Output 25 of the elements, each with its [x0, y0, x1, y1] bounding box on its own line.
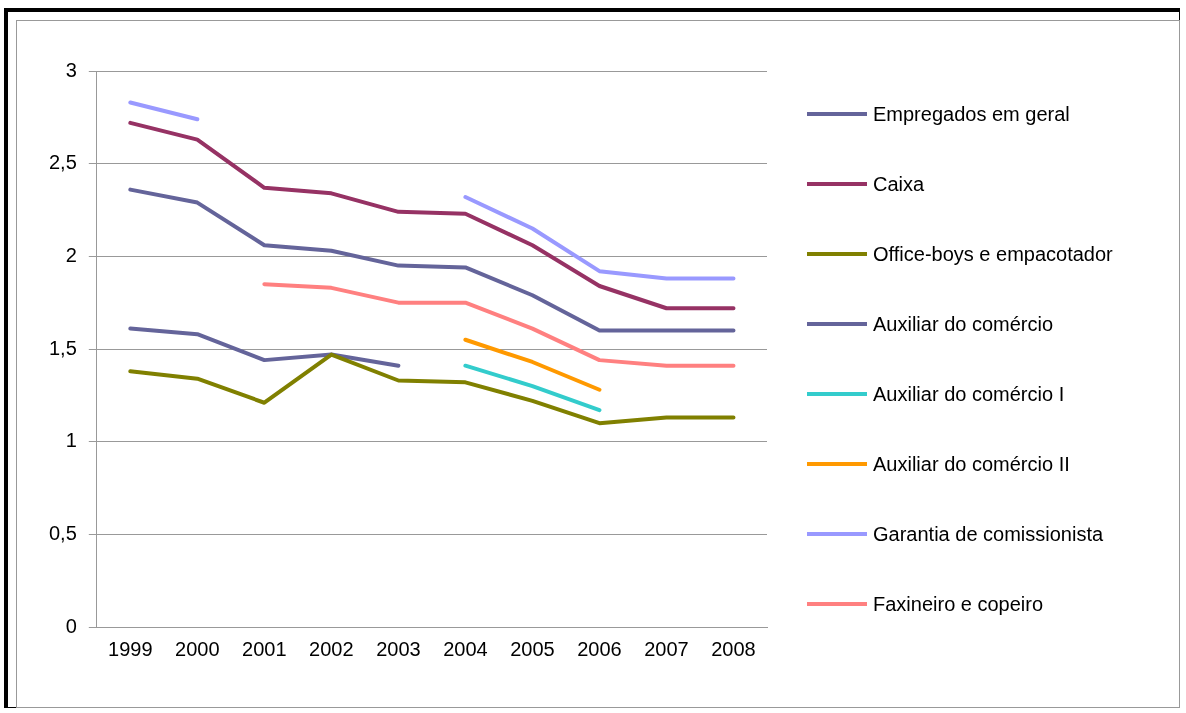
y-tick-label: 0,5 [48, 521, 77, 544]
x-tick-label: 2002 [309, 637, 354, 660]
legend-label: Office-boys e empacotador [873, 242, 1113, 267]
x-tick-label: 2006 [577, 637, 622, 660]
legend-label: Caixa [873, 172, 925, 197]
x-tick-label: 2000 [175, 637, 220, 660]
x-tick-label: 2004 [443, 637, 488, 660]
y-tick-label: 0 [65, 614, 77, 637]
x-tick-label: 2001 [242, 637, 287, 660]
legend-label: Faxineiro e copeiro [873, 592, 1044, 617]
y-tick-label: 2,5 [48, 151, 77, 174]
y-tick-label: 1,5 [48, 336, 77, 359]
y-tick-label: 1 [65, 429, 77, 452]
legend-label: Garantia de comissionista [873, 522, 1104, 547]
legend-label: Empregados em geral [873, 102, 1070, 127]
legend-label: Auxiliar do comércio [873, 312, 1054, 337]
x-tick-label: 2005 [510, 637, 555, 660]
x-tick-label: 2003 [376, 637, 421, 660]
y-tick-label: 2 [65, 243, 77, 266]
x-tick-label: 1999 [108, 637, 153, 660]
legend-label: Auxiliar do comércio I [873, 382, 1065, 407]
legend-label: Auxiliar do comércio II [873, 452, 1070, 477]
x-tick-label: 2008 [711, 637, 756, 660]
y-tick-label: 3 [65, 58, 77, 81]
x-tick-label: 2007 [644, 637, 689, 660]
